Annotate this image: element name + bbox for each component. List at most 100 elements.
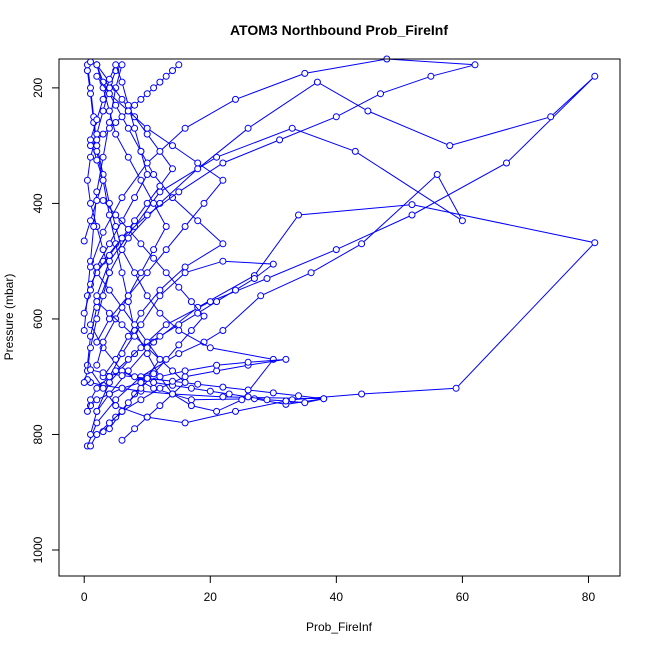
data-point [187,384,195,392]
data-point [105,90,113,98]
data-point [105,419,113,427]
data-point [137,344,145,352]
data-point [87,199,94,207]
data-point [118,78,126,86]
data-point [105,390,113,398]
data-point [143,90,151,98]
data-point [364,107,372,115]
data-point [187,402,195,410]
data-point [137,269,145,277]
data-point [169,377,176,385]
data-point [143,199,151,207]
data-point [156,402,164,410]
data-point [244,386,252,394]
data-point [181,373,189,381]
data-point [93,263,101,271]
series-12 [93,72,227,346]
data-point [105,269,113,277]
data-point [150,171,158,178]
data-point [150,370,158,378]
data-point [156,147,164,155]
data-point [131,390,139,398]
data-point [112,61,120,69]
data-point [118,407,126,415]
data-point [194,165,202,173]
data-point [131,217,139,225]
data-point [87,90,94,98]
y-tick-label: 1000 [31,536,45,563]
data-point [150,246,158,254]
data-point [175,321,183,329]
data-point [225,390,233,398]
data-point [175,327,183,334]
data-point [131,425,139,433]
data-point [87,344,94,352]
data-point [105,75,113,83]
data-point [131,194,139,202]
data-point [118,384,126,392]
data-point [124,225,132,233]
data-point [162,321,170,329]
data-point [175,350,183,358]
data-point [156,332,164,340]
series-8 [80,61,151,317]
data-point [124,292,132,300]
data-point [358,240,366,248]
data-point [80,379,88,386]
data-point [446,142,454,150]
data-point [131,124,139,132]
series-14 [93,298,189,444]
data-point [194,159,202,167]
data-point [200,199,208,207]
data-point [181,223,189,230]
data-point [118,269,126,277]
data-point [219,383,227,391]
data-point [150,254,158,262]
data-point [90,223,98,230]
data-point [118,246,126,254]
data-point [118,321,126,329]
data-point [87,431,94,438]
data-point [150,379,158,386]
data-point [93,156,101,164]
data-point [150,84,158,92]
series-13 [83,366,328,415]
data-point [263,396,271,404]
data-point [175,188,183,196]
data-point [143,211,151,219]
data-point [143,350,151,358]
data-point [332,113,340,121]
data-point [244,393,252,401]
data-point [162,269,170,277]
series-line [96,64,224,377]
data-point [118,113,126,121]
data-point [377,90,384,98]
data-point [93,407,101,415]
data-point [358,390,366,398]
data-point [93,431,101,438]
data-point [169,67,176,75]
data-point [118,372,126,380]
data-point [200,312,208,320]
data-point [112,119,120,126]
data-point [219,257,227,265]
data-point [105,309,113,317]
data-point [137,95,145,103]
data-point [250,275,258,282]
data-point [137,396,145,404]
data-point [99,176,107,184]
data-point [269,260,277,268]
data-point [232,286,239,294]
data-point [219,159,227,167]
data-point [93,130,101,138]
x-axis-label: Prob_FireInf [306,620,373,634]
data-point [194,217,202,225]
data-point [219,176,227,184]
data-point [118,234,126,242]
data-point [112,402,120,410]
data-point [118,350,126,358]
series-line [86,64,275,412]
y-tick-label: 400 [31,193,45,213]
